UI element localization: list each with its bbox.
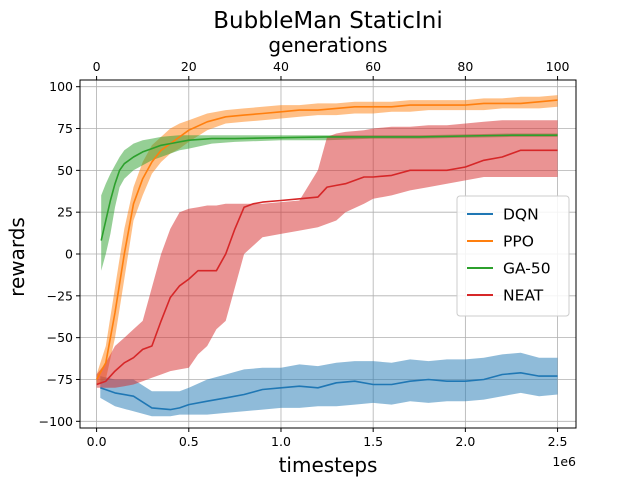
top-tick-label: 40 [273, 59, 289, 74]
legend-label: PPO [503, 233, 534, 251]
y-tick-label: 50 [57, 163, 73, 178]
top-tick-label: 20 [181, 59, 197, 74]
top-tick-label: 100 [546, 59, 570, 74]
legend: DQN PPO GA-50 NEAT [457, 196, 569, 316]
top-axis-title: generations [268, 33, 387, 57]
y-tick-label: 0 [65, 247, 73, 262]
top-tick-label: 0 [93, 59, 101, 74]
y-tick-label: −100 [39, 414, 73, 429]
x-tick-label: 0.0 [87, 434, 107, 449]
x-tick-label: 0.5 [179, 434, 199, 449]
y-tick-label: −50 [47, 330, 73, 345]
x-tick-label: 1.5 [363, 434, 383, 449]
chart-title: BubbleMan StaticIni [213, 8, 442, 34]
legend-label: DQN [503, 206, 539, 224]
x-tick-label: 1.0 [271, 434, 291, 449]
y-tick-label: 25 [57, 205, 73, 220]
y-tick-label: −75 [47, 372, 73, 387]
x-axis-exponent: 1e6 [552, 454, 576, 469]
x-tick-label: 2.5 [548, 434, 568, 449]
legend-label: NEAT [503, 287, 544, 305]
x-axis-title: timesteps [279, 453, 378, 477]
x-tick-label: 2.0 [455, 434, 475, 449]
y-tick-label: 75 [57, 121, 73, 136]
top-tick-label: 80 [457, 59, 473, 74]
legend-label: GA-50 [503, 260, 551, 278]
top-tick-label: 60 [365, 59, 381, 74]
y-tick-label: −25 [47, 288, 73, 303]
y-axis-title: rewards [5, 217, 29, 297]
y-tick-label: 100 [49, 79, 73, 94]
